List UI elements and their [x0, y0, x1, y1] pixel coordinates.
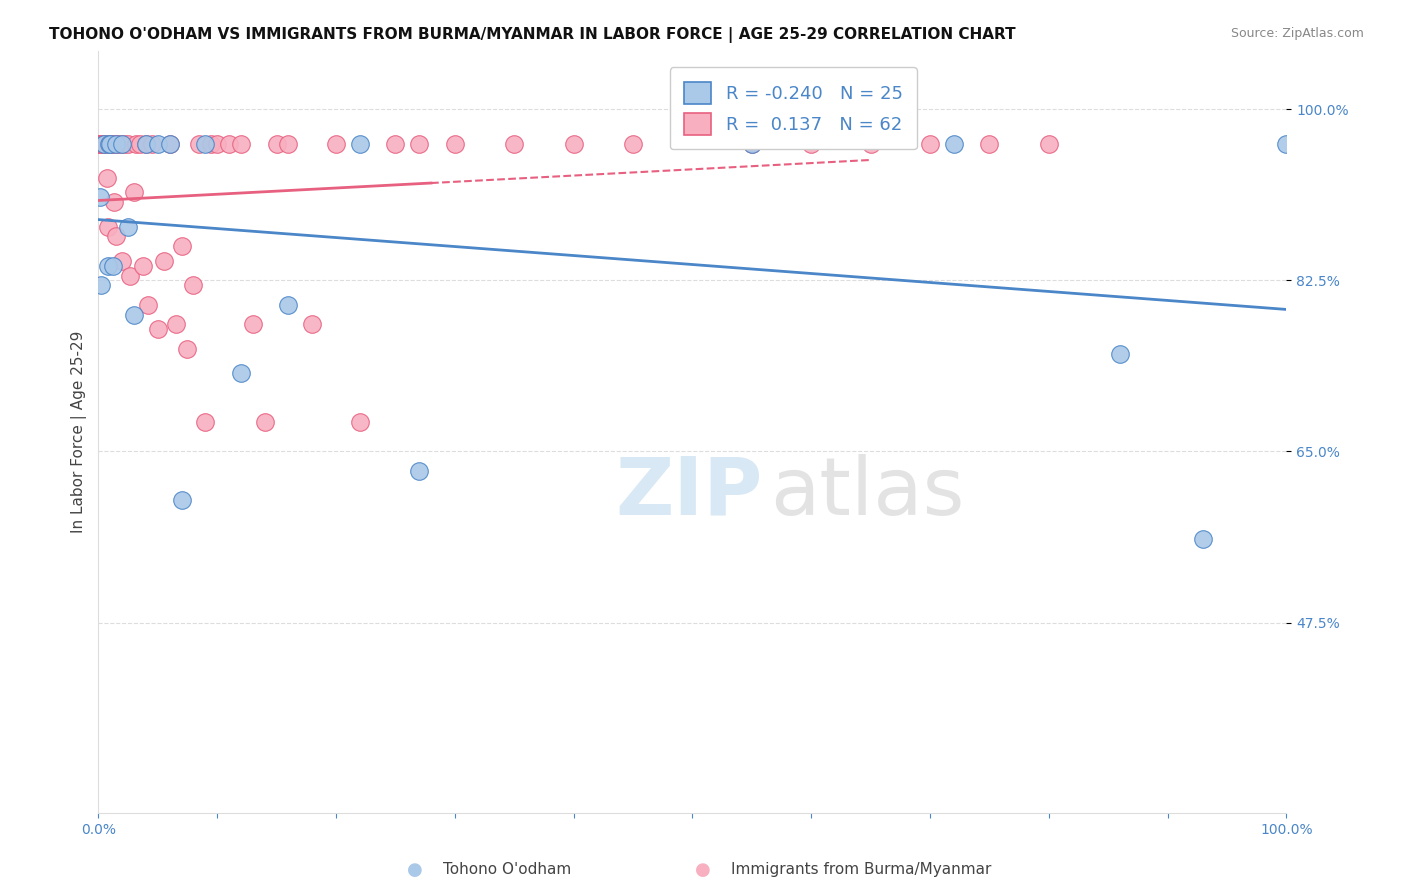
- Point: [918, 136, 941, 151]
- Point: [98, 136, 121, 151]
- Point: [90, 278, 112, 293]
- Point: [96, 170, 118, 185]
- Point: [942, 136, 965, 151]
- Point: [349, 136, 371, 151]
- Point: [93, 136, 115, 151]
- Text: ●: ●: [695, 861, 711, 879]
- Point: [1038, 136, 1060, 151]
- Point: [98, 136, 121, 151]
- Text: Tohono O'odham: Tohono O'odham: [443, 863, 571, 877]
- Point: [122, 308, 145, 322]
- Point: [97, 259, 120, 273]
- Point: [146, 322, 169, 336]
- Point: [183, 278, 205, 293]
- Point: [101, 259, 124, 273]
- Point: [229, 136, 252, 151]
- Point: [621, 136, 644, 151]
- Point: [117, 219, 139, 234]
- Point: [979, 136, 1001, 151]
- Point: [194, 415, 217, 429]
- Point: [194, 136, 217, 151]
- Point: [105, 136, 128, 151]
- Point: [91, 136, 114, 151]
- Point: [1192, 533, 1215, 547]
- Point: [741, 136, 763, 151]
- Point: [87, 136, 110, 151]
- Point: [135, 136, 157, 151]
- Point: [277, 136, 299, 151]
- Point: [229, 366, 252, 380]
- Point: [90, 136, 112, 151]
- Point: [108, 136, 131, 151]
- Point: [98, 136, 121, 151]
- Point: [277, 298, 299, 312]
- Point: [218, 136, 240, 151]
- Point: [87, 136, 110, 151]
- Point: [443, 136, 465, 151]
- Point: [120, 268, 142, 283]
- Point: [301, 318, 323, 332]
- Point: [562, 136, 585, 151]
- Point: [170, 493, 193, 508]
- Point: [165, 318, 187, 332]
- Point: [349, 415, 371, 429]
- Point: [105, 229, 128, 244]
- Point: [111, 136, 134, 151]
- Point: [384, 136, 406, 151]
- Point: [205, 136, 228, 151]
- Point: [98, 136, 121, 151]
- Point: [741, 136, 763, 151]
- Point: [141, 136, 163, 151]
- Point: [132, 259, 155, 273]
- Point: [103, 195, 125, 210]
- Point: [111, 253, 134, 268]
- Point: [152, 253, 174, 268]
- Point: [159, 136, 181, 151]
- Point: [97, 219, 120, 234]
- Point: [90, 136, 112, 151]
- Point: [104, 136, 127, 151]
- Point: [188, 136, 211, 151]
- Point: [503, 136, 526, 151]
- Point: [136, 298, 159, 312]
- Point: [1275, 136, 1298, 151]
- Point: [101, 136, 124, 151]
- Point: [176, 342, 198, 356]
- Point: [159, 136, 181, 151]
- Point: [135, 136, 157, 151]
- Point: [859, 136, 882, 151]
- Text: ●: ●: [406, 861, 423, 879]
- Legend: R = -0.240   N = 25, R =  0.137   N = 62: R = -0.240 N = 25, R = 0.137 N = 62: [669, 67, 917, 149]
- Point: [129, 136, 152, 151]
- Y-axis label: In Labor Force | Age 25-29: In Labor Force | Age 25-29: [72, 331, 87, 533]
- Text: TOHONO O'ODHAM VS IMMIGRANTS FROM BURMA/MYANMAR IN LABOR FORCE | AGE 25-29 CORRE: TOHONO O'ODHAM VS IMMIGRANTS FROM BURMA/…: [49, 27, 1015, 43]
- Point: [122, 186, 145, 200]
- Point: [117, 136, 139, 151]
- Point: [408, 464, 430, 478]
- Text: Immigrants from Burma/Myanmar: Immigrants from Burma/Myanmar: [731, 863, 991, 877]
- Point: [87, 136, 110, 151]
- Point: [253, 415, 276, 429]
- Point: [170, 239, 193, 253]
- Point: [87, 136, 110, 151]
- Point: [408, 136, 430, 151]
- Text: ZIP: ZIP: [616, 454, 762, 532]
- Point: [1109, 347, 1132, 361]
- Point: [200, 136, 222, 151]
- Point: [105, 136, 128, 151]
- Text: atlas: atlas: [769, 454, 965, 532]
- Point: [146, 136, 169, 151]
- Point: [125, 136, 148, 151]
- Point: [242, 318, 264, 332]
- Point: [800, 136, 823, 151]
- Point: [325, 136, 347, 151]
- Point: [89, 190, 111, 204]
- Point: [98, 136, 121, 151]
- Point: [93, 136, 115, 151]
- Point: [266, 136, 288, 151]
- Point: [114, 136, 136, 151]
- Text: Source: ZipAtlas.com: Source: ZipAtlas.com: [1230, 27, 1364, 40]
